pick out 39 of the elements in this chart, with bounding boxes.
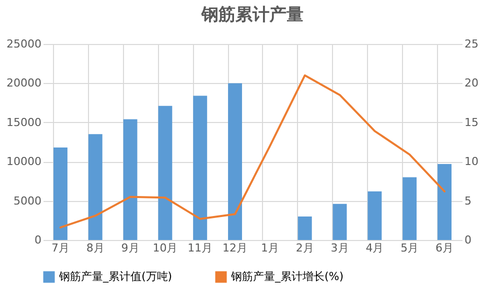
bar (228, 83, 242, 240)
x-tick-label: 10月 (152, 242, 178, 254)
x-tick-label: 8月 (86, 242, 104, 254)
bar (158, 106, 172, 240)
y2-tick-label: 10 (464, 155, 478, 168)
bar (193, 96, 208, 240)
legend-label: 钢筋产量_累计值(万吨) (58, 270, 172, 283)
bar (332, 204, 347, 240)
y2-tick-label: 15 (464, 116, 478, 129)
x-tick-label: 1月 (260, 242, 279, 254)
x-tick-label: 9月 (121, 242, 140, 254)
y2-tick-label: 25 (464, 38, 478, 50)
y-tick-label: 20000 (6, 76, 42, 90)
bar (368, 191, 382, 240)
x-tick-label: 2月 (296, 242, 314, 254)
x-tick-label: 4月 (366, 242, 384, 254)
y2-tick-label: 20 (464, 76, 478, 90)
y-tick-label: 10000 (6, 155, 42, 168)
x-tick-label: 3月 (330, 242, 349, 254)
x-tick-label: 6月 (436, 242, 454, 254)
bar (53, 147, 68, 240)
line-series (59, 74, 446, 228)
y2-tick-label: 0 (464, 234, 472, 246)
y-tick-label: 15000 (6, 116, 42, 129)
y2-tick-label: 5 (464, 194, 472, 208)
bar (123, 119, 138, 240)
y-tick-label: 0 (34, 234, 42, 246)
x-tick-label: 5月 (400, 242, 419, 254)
x-tick-label: 7月 (51, 242, 70, 254)
x-tick-label: 11月 (188, 242, 213, 254)
y-tick-label: 5000 (14, 194, 42, 208)
bar (298, 216, 312, 240)
x-tick-label: 12月 (222, 242, 248, 254)
legend-label: 钢筋产量_累计增长(%) (230, 270, 344, 283)
bar (438, 164, 452, 240)
bar (88, 134, 102, 240)
chart-title: 钢筋累计产量 (200, 5, 304, 25)
bar (402, 177, 417, 240)
y-tick-label: 25000 (6, 38, 42, 50)
